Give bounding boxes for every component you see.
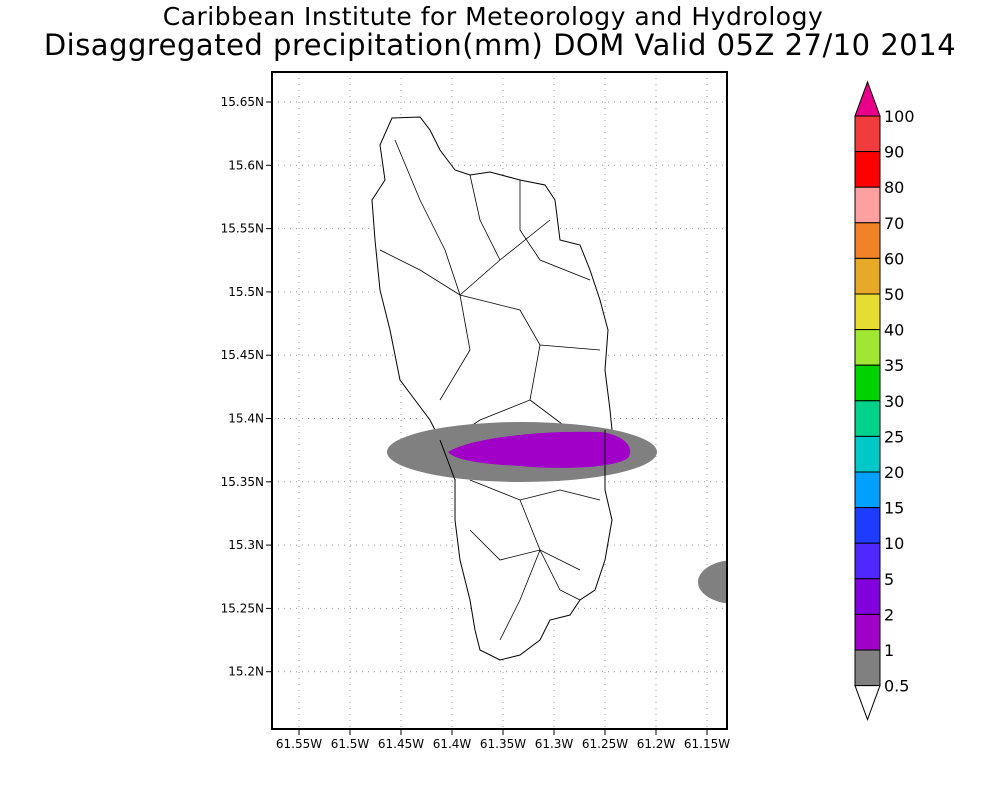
colorbar-label: 5 [884,570,894,589]
colorbar-label: 90 [884,143,904,162]
lat-tick-label: 15.25N [221,601,264,615]
lon-tick-label: 61.3W [535,737,574,751]
colorbar-swatch [854,435,881,473]
colorbar-legend: 100 90 80 70 60 50 40 35 30 25 20 15 10 5 2 1 0.5 [854,80,915,722]
chart-subtitle: Disaggregated precipitation(mm) DOM Vali… [43,28,957,62]
colorbar-label: 2 [884,605,894,624]
lon-tick-label: 61.25W [582,737,628,751]
lon-tick-label: 61.45W [378,737,424,751]
colorbar-label: 25 [884,427,904,446]
colorbar-label: 1 [884,641,894,660]
lon-tick-label: 61.15W [684,737,730,751]
colorbar-bottom-arrow [854,685,881,722]
lon-tick-label: 61.55W [276,737,322,751]
colorbar-label: 20 [884,463,904,482]
map-frame [271,71,728,730]
colorbar-label: 40 [884,321,904,340]
river-network [379,139,606,641]
colorbar-swatch [854,400,881,437]
lat-tick-label: 15.2N [228,665,264,679]
colorbar-swatch [854,257,881,295]
island-dominica [371,116,613,661]
lat-tick-label: 15.3N [228,538,264,552]
lat-tick-label: 15.65N [221,95,264,109]
colorbar-label: 70 [884,214,904,233]
colorbar-swatch [854,649,881,687]
colorbar-swatch [854,613,881,651]
colorbar-swatch [854,542,881,580]
lat-tick-label: 15.5N [228,285,264,299]
colorbar-swatch [854,507,881,544]
colorbar-swatch [854,471,881,509]
lon-tick-label: 61.2W [637,737,676,751]
colorbar-label: 0.5 [884,677,909,696]
colorbar-swatch [854,115,881,153]
lon-tick-label: 61.4W [433,737,472,751]
colorbar-label: 30 [884,392,904,411]
colorbar-swatch [854,293,881,331]
colorbar-label: 10 [884,534,904,553]
colorbar-swatch [854,329,881,366]
colorbar-label: 15 [884,499,904,518]
colorbar-label: 50 [884,285,904,304]
precip-area-east [698,560,727,604]
colorbar-swatch [854,364,881,402]
lat-tick-label: 15.35N [221,475,264,489]
coastline-overlay [439,430,606,490]
colorbar-label: 35 [884,356,904,375]
colorbar-swatch [854,151,881,188]
colorbar-top-arrow [854,80,881,117]
lat-tick-label: 15.45N [221,348,264,362]
colorbar-swatch [854,578,881,615]
chart-title: Caribbean Institute for Meteorology and … [162,2,824,31]
colorbar-swatch [854,222,881,259]
lat-tick-label: 15.55N [221,222,264,236]
lat-tick-label: 15.4N [228,412,264,426]
colorbar-label: 100 [884,107,915,126]
colorbar-label: 60 [884,249,904,268]
lon-tick-label: 61.35W [480,737,526,751]
colorbar-swatch [854,186,881,224]
lon-tick-label: 61.5W [331,737,370,751]
lat-tick-label: 15.6N [228,158,264,172]
colorbar-label: 80 [884,178,904,197]
precip-area-1mm [448,431,631,468]
